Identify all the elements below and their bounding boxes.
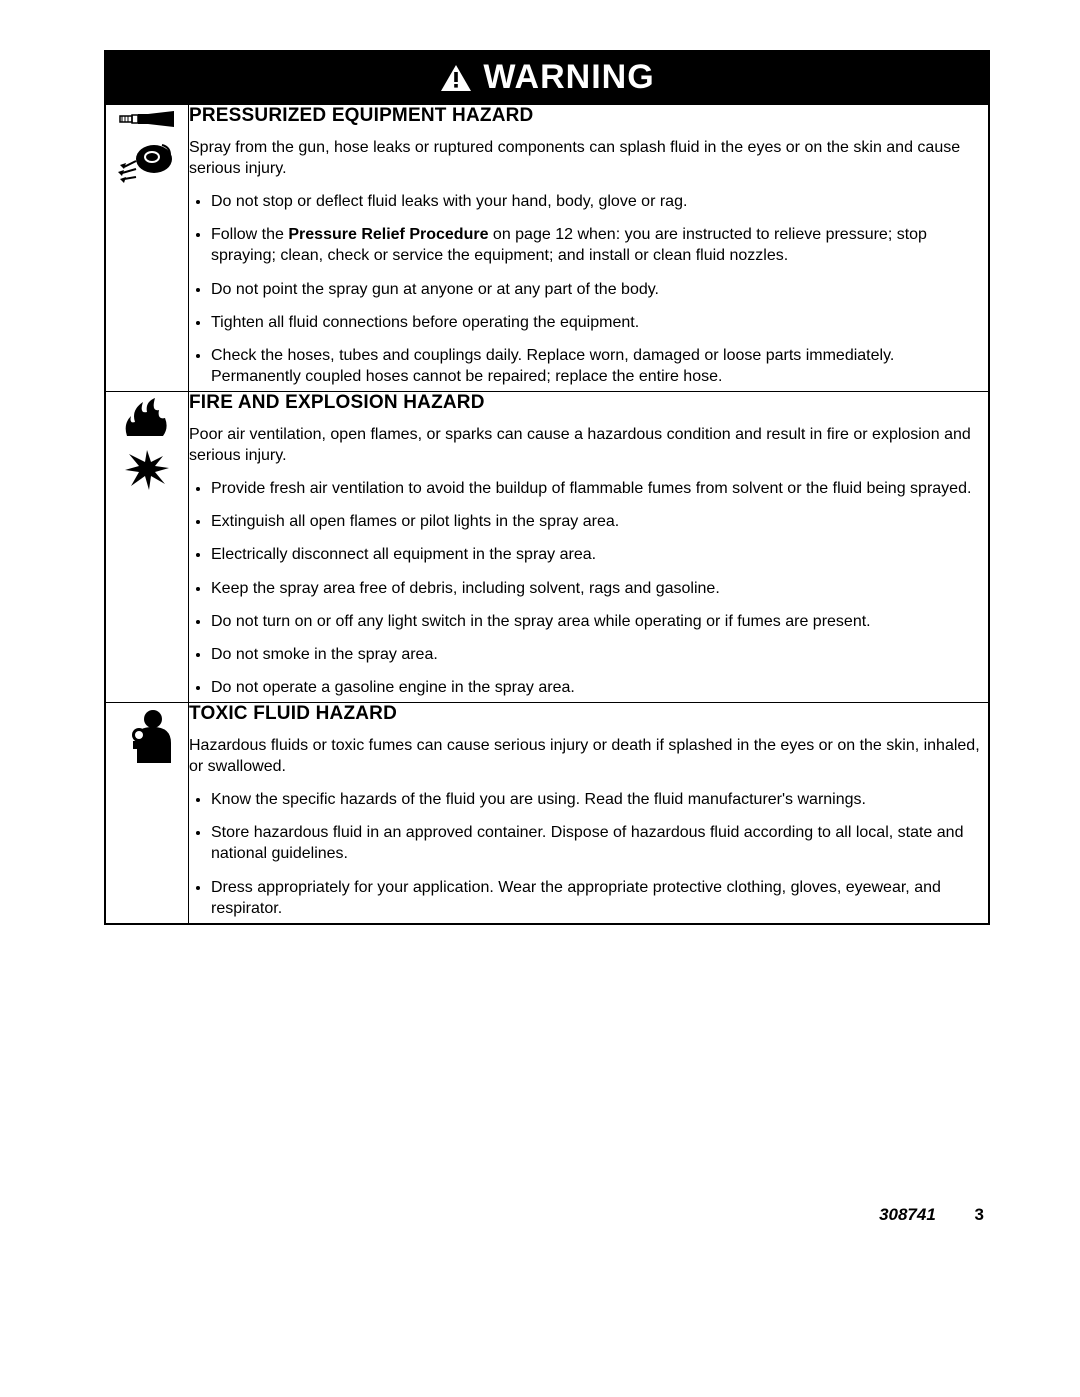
fire-icon xyxy=(121,396,173,438)
bullet-item: Electrically disconnect all equipment in… xyxy=(211,544,988,565)
bullet-item: Do not operate a gasoline engine in the … xyxy=(211,677,988,698)
bullet-item: Know the specific hazards of the fluid y… xyxy=(211,789,988,810)
section-intro: Spray from the gun, hose leaks or ruptur… xyxy=(189,137,988,179)
hazard-section: TOXIC FLUID HAZARD Hazardous fluids or t… xyxy=(106,702,988,922)
bullet-item: Provide fresh air ventilation to avoid t… xyxy=(211,478,988,499)
nozzle-icon xyxy=(118,109,176,129)
explosion-icon xyxy=(121,448,173,492)
goggles-spray-icon xyxy=(118,139,176,187)
warning-header: WARNING xyxy=(106,52,988,105)
hazard-section: PRESSURIZED EQUIPMENT HAZARD Spray from … xyxy=(106,105,988,391)
page-footer: 308741 3 xyxy=(104,1205,990,1225)
bullet-item: Do not turn on or off any light switch i… xyxy=(211,611,988,632)
bullet-item: Extinguish all open flames or pilot ligh… xyxy=(211,511,988,532)
bullet-list: Do not stop or deflect fluid leaks with … xyxy=(189,191,988,387)
page: WARNING xyxy=(0,0,1080,1265)
bullet-item: Do not smoke in the spray area. xyxy=(211,644,988,665)
alert-triangle-icon xyxy=(439,63,473,93)
page-number: 3 xyxy=(975,1205,984,1224)
section-title: TOXIC FLUID HAZARD xyxy=(189,703,988,725)
hazard-text-cell: FIRE AND EXPLOSION HAZARD Poor air venti… xyxy=(189,391,989,702)
bullet-item: Store hazardous fluid in an approved con… xyxy=(211,822,988,864)
bullet-item: Keep the spray area free of debris, incl… xyxy=(211,578,988,599)
section-title: FIRE AND EXPLOSION HAZARD xyxy=(189,392,988,414)
hazard-icon-cell xyxy=(106,105,189,391)
hazard-text-cell: TOXIC FLUID HAZARD Hazardous fluids or t… xyxy=(189,702,989,922)
hazard-section: FIRE AND EXPLOSION HAZARD Poor air venti… xyxy=(106,391,988,702)
bullet-item: Do not point the spray gun at anyone or … xyxy=(211,279,988,300)
warning-box: WARNING xyxy=(104,50,990,925)
section-intro: Poor air ventilation, open flames, or sp… xyxy=(189,424,988,466)
bullet-item: Check the hoses, tubes and couplings dai… xyxy=(211,345,988,387)
section-title: PRESSURIZED EQUIPMENT HAZARD xyxy=(189,105,988,127)
doc-number: 308741 xyxy=(879,1205,936,1224)
bullet-item: Dress appropriately for your application… xyxy=(211,877,988,919)
section-intro: Hazardous fluids or toxic fumes can caus… xyxy=(189,735,988,777)
bullet-item: Follow the Pressure Relief Procedure on … xyxy=(211,224,988,266)
hazard-table: PRESSURIZED EQUIPMENT HAZARD Spray from … xyxy=(106,105,988,923)
hazard-icon-cell xyxy=(106,702,189,922)
bullet-list: Know the specific hazards of the fluid y… xyxy=(189,789,988,919)
bullet-list: Provide fresh air ventilation to avoid t… xyxy=(189,478,988,698)
bullet-item: Tighten all fluid connections before ope… xyxy=(211,312,988,333)
warning-title: WARNING xyxy=(483,58,654,97)
toxic-person-icon xyxy=(119,707,175,765)
hazard-text-cell: PRESSURIZED EQUIPMENT HAZARD Spray from … xyxy=(189,105,989,391)
hazard-icon-cell xyxy=(106,391,189,702)
bullet-item: Do not stop or deflect fluid leaks with … xyxy=(211,191,988,212)
